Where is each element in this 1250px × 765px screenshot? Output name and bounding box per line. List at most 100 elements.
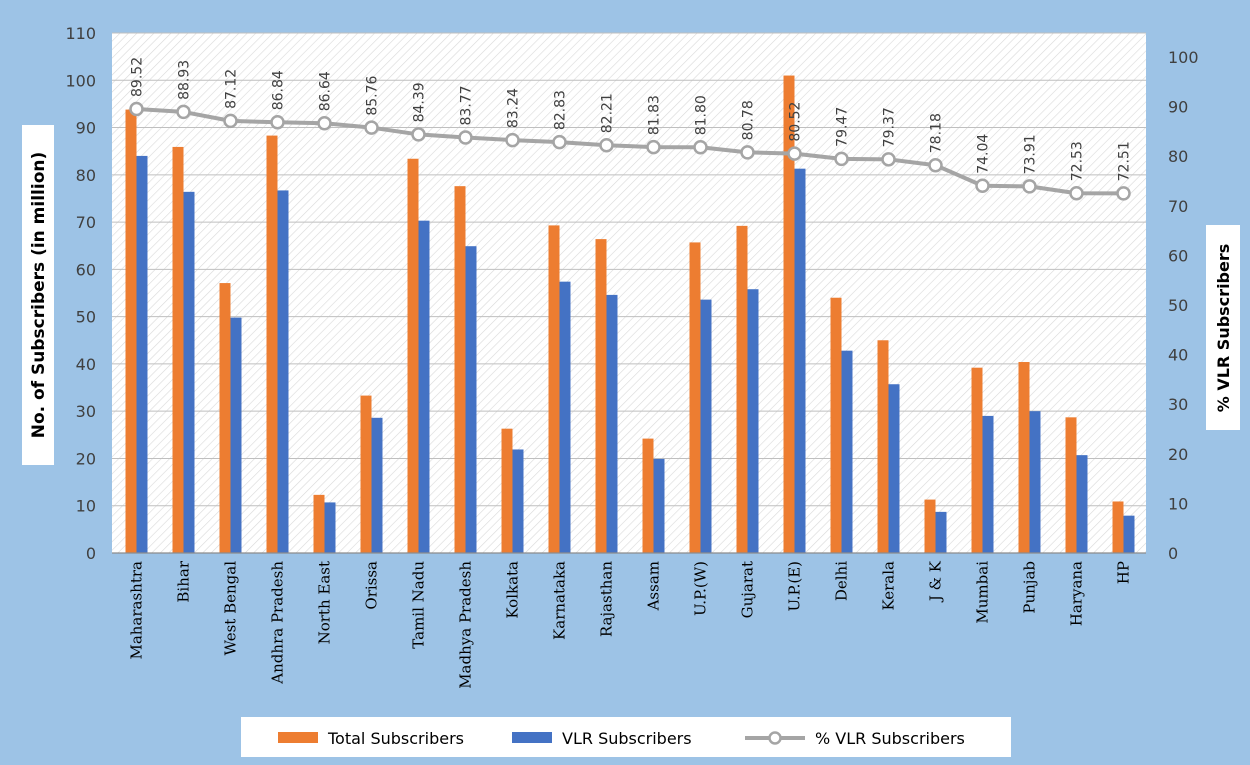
percent-data-label: 82.21 bbox=[600, 93, 616, 133]
bars bbox=[125, 75, 1135, 554]
bar-total-subscribers bbox=[172, 146, 184, 553]
bar-total-subscribers bbox=[548, 225, 560, 553]
x-tick-label: Orissa bbox=[363, 561, 381, 610]
bar-vlr-subscribers bbox=[136, 155, 148, 553]
y2-tick-label: 50 bbox=[1168, 296, 1188, 315]
x-tick-label: Madhya Pradesh bbox=[457, 561, 475, 689]
x-tick-label: Punjab bbox=[1021, 561, 1039, 614]
bar-vlr-subscribers bbox=[1123, 515, 1135, 553]
bar-total-subscribers bbox=[501, 428, 513, 553]
percent-data-label: 79.37 bbox=[882, 107, 898, 147]
legend-box bbox=[241, 717, 1011, 757]
bar-vlr-subscribers bbox=[794, 168, 806, 553]
percent-vlr-marker bbox=[693, 140, 708, 155]
bar-total-subscribers bbox=[1018, 362, 1030, 553]
percent-vlr-marker bbox=[975, 178, 990, 194]
percent-data-label: 80.78 bbox=[741, 100, 757, 140]
percent-vlr-marker bbox=[1022, 179, 1037, 194]
y-tick-label: 50 bbox=[76, 308, 96, 327]
percent-data-label: 86.64 bbox=[318, 71, 334, 111]
y2-tick-label: 60 bbox=[1168, 246, 1188, 265]
percent-data-label: 78.18 bbox=[929, 113, 945, 153]
y-axis-title-box: No. of Subscribers (in million) bbox=[22, 125, 54, 465]
x-tick-label: Haryana bbox=[1068, 561, 1086, 626]
percent-data-label: 84.39 bbox=[412, 82, 428, 122]
percent-vlr-marker bbox=[176, 104, 191, 120]
bar-total-subscribers bbox=[219, 283, 231, 553]
percent-vlr-marker bbox=[740, 145, 755, 160]
percent-vlr-marker bbox=[599, 137, 614, 153]
y2-axis-title: % VLR Subscribers bbox=[1214, 244, 1233, 413]
percent-data-label: 81.80 bbox=[694, 95, 710, 135]
legend: Total Subscribers VLR Subscribers % VLR … bbox=[241, 717, 1011, 757]
legend-marker-percent bbox=[768, 731, 782, 745]
percent-vlr-marker bbox=[223, 113, 238, 129]
bar-vlr-subscribers bbox=[512, 449, 524, 553]
percent-data-label: 72.51 bbox=[1117, 141, 1133, 181]
x-tick-label: Rajasthan bbox=[598, 561, 616, 638]
x-tick-label: Delhi bbox=[833, 561, 851, 601]
y-tick-label: 20 bbox=[76, 449, 96, 468]
bar-vlr-subscribers bbox=[277, 190, 289, 553]
percent-data-label: 85.76 bbox=[365, 75, 381, 115]
y-tick-label: 60 bbox=[76, 260, 96, 279]
bar-total-subscribers bbox=[1065, 417, 1077, 553]
x-tick-label: Mumbai bbox=[974, 561, 992, 624]
bar-total-subscribers bbox=[407, 158, 419, 553]
y2-tick-label: 80 bbox=[1168, 147, 1188, 166]
y2-tick-label: 90 bbox=[1168, 98, 1188, 117]
bar-total-subscribers bbox=[830, 297, 842, 553]
y2-tick-label: 20 bbox=[1168, 445, 1188, 464]
percent-data-label: 79.47 bbox=[835, 107, 851, 147]
x-tick-label: Karnataka bbox=[551, 561, 569, 640]
y2-tick-label: 0 bbox=[1168, 544, 1178, 563]
percent-vlr-marker bbox=[928, 157, 943, 173]
percent-vlr-marker bbox=[411, 127, 426, 142]
bar-total-subscribers bbox=[1112, 501, 1124, 553]
bar-total-subscribers bbox=[454, 186, 466, 553]
x-tick-label: HP bbox=[1115, 561, 1133, 584]
y2-tick-label: 10 bbox=[1168, 494, 1188, 513]
x-tick-label: Kolkata bbox=[504, 561, 522, 619]
percent-data-label: 87.12 bbox=[224, 69, 240, 109]
percent-vlr-marker bbox=[270, 115, 285, 130]
legend-item-total: Total Subscribers bbox=[278, 729, 464, 748]
percent-data-label: 73.91 bbox=[1023, 134, 1039, 174]
bar-vlr-subscribers bbox=[841, 350, 853, 553]
percent-vlr-marker bbox=[317, 116, 332, 131]
y-tick-label: 80 bbox=[76, 166, 96, 185]
legend-label-percent: % VLR Subscribers bbox=[815, 729, 965, 748]
x-tick-label: North East bbox=[316, 561, 334, 644]
bar-vlr-subscribers bbox=[324, 502, 336, 553]
legend-swatch-vlr bbox=[512, 732, 552, 743]
bar-vlr-subscribers bbox=[1076, 455, 1088, 553]
x-tick-label: Andhra Pradesh bbox=[269, 561, 287, 685]
x-tick-label: Assam bbox=[645, 561, 663, 611]
y-tick-label: 110 bbox=[65, 24, 96, 43]
y2-tick-label: 100 bbox=[1168, 48, 1199, 67]
percent-vlr-marker bbox=[505, 132, 520, 148]
bar-total-subscribers bbox=[313, 494, 325, 553]
y2-axis-title-box: % VLR Subscribers bbox=[1206, 225, 1240, 430]
y2-tick-label: 40 bbox=[1168, 346, 1188, 365]
legend-label-vlr: VLR Subscribers bbox=[562, 729, 692, 748]
percent-data-label: 82.83 bbox=[553, 90, 569, 130]
axes: 0 10 20 30 40 50 60 70 80 90 100 110 0 10 20 30 40 50 60 70… bbox=[65, 24, 1198, 689]
percent-vlr-marker bbox=[129, 101, 144, 117]
percent-vlr-marker bbox=[458, 130, 473, 145]
bar-total-subscribers bbox=[642, 438, 654, 553]
percent-vlr-marker bbox=[646, 139, 661, 155]
percent-vlr-marker bbox=[364, 120, 379, 135]
x-tick-label: U.P.(E) bbox=[786, 561, 804, 612]
bar-total-subscribers bbox=[595, 239, 607, 554]
x-tick-label: Maharashtra bbox=[128, 561, 146, 660]
bar-total-subscribers bbox=[877, 340, 889, 553]
bar-vlr-subscribers bbox=[465, 246, 477, 553]
bar-total-subscribers bbox=[689, 242, 701, 553]
y-tick-label: 70 bbox=[76, 213, 96, 232]
bar-vlr-subscribers bbox=[230, 317, 242, 553]
bar-total-subscribers bbox=[125, 109, 137, 553]
percent-data-label: 89.52 bbox=[130, 57, 146, 97]
bar-vlr-subscribers bbox=[183, 191, 195, 553]
